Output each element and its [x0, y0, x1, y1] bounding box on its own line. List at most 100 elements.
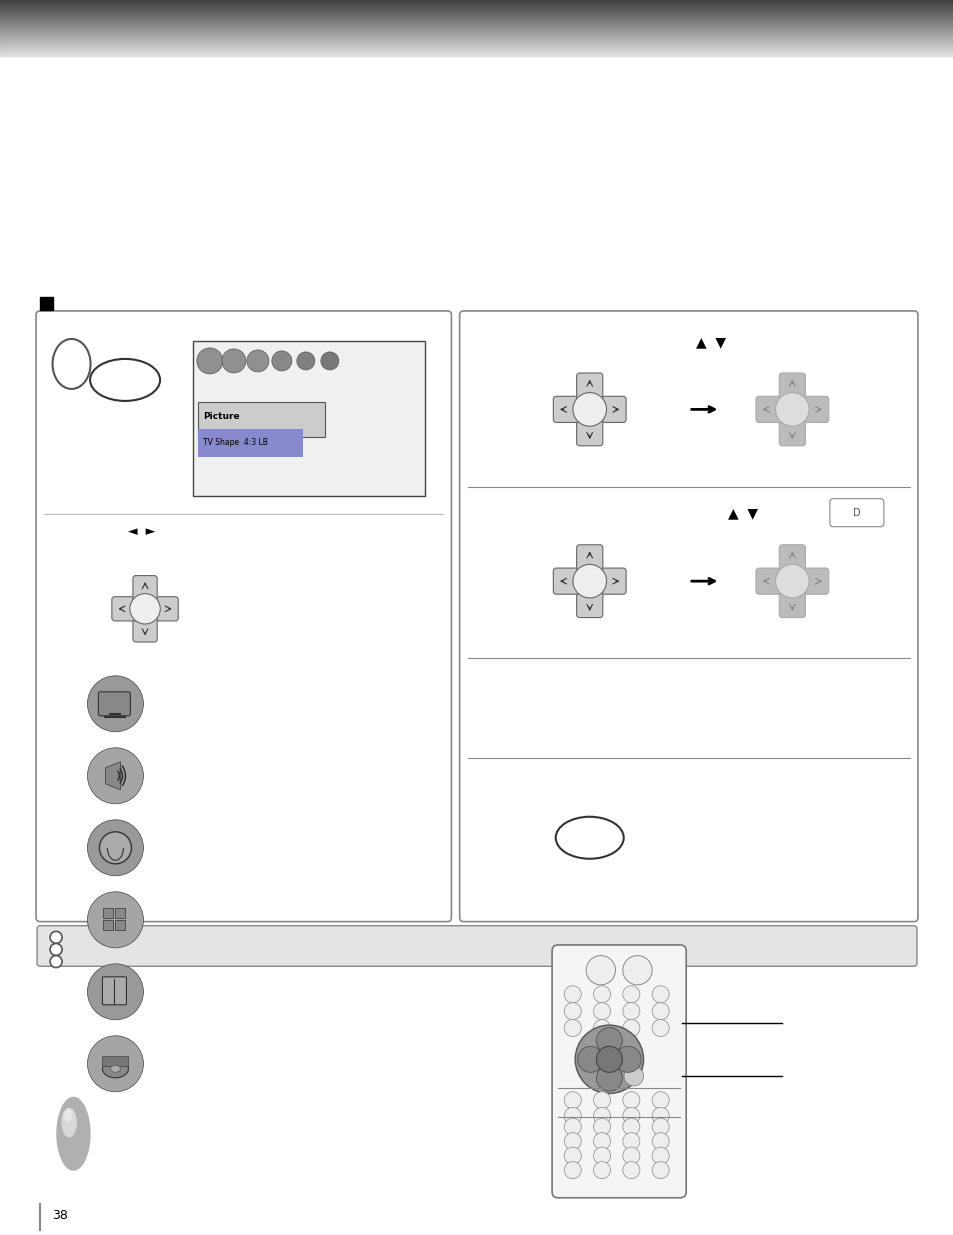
FancyBboxPatch shape [193, 341, 424, 495]
Circle shape [563, 986, 580, 1003]
Circle shape [50, 931, 62, 944]
Circle shape [88, 963, 143, 1020]
FancyBboxPatch shape [779, 588, 804, 618]
FancyBboxPatch shape [829, 499, 882, 526]
FancyBboxPatch shape [779, 416, 804, 446]
FancyBboxPatch shape [197, 403, 325, 437]
Text: ▲  ▼: ▲ ▼ [696, 335, 725, 350]
Circle shape [775, 393, 808, 426]
Circle shape [320, 352, 338, 370]
FancyBboxPatch shape [597, 568, 625, 594]
Circle shape [622, 1118, 639, 1135]
Circle shape [573, 564, 606, 598]
Circle shape [622, 1147, 639, 1165]
FancyBboxPatch shape [132, 615, 157, 642]
Circle shape [596, 1046, 621, 1072]
Circle shape [99, 832, 132, 863]
FancyBboxPatch shape [576, 373, 602, 403]
FancyBboxPatch shape [779, 373, 804, 403]
FancyBboxPatch shape [115, 908, 125, 918]
Circle shape [296, 352, 314, 370]
FancyBboxPatch shape [755, 396, 784, 422]
FancyBboxPatch shape [597, 396, 625, 422]
Circle shape [563, 1108, 580, 1124]
FancyBboxPatch shape [152, 597, 178, 621]
Circle shape [652, 1003, 668, 1020]
Circle shape [652, 1118, 668, 1135]
FancyBboxPatch shape [553, 568, 582, 594]
Circle shape [652, 1132, 668, 1150]
Circle shape [596, 1028, 621, 1053]
Circle shape [88, 892, 143, 947]
Circle shape [652, 1162, 668, 1178]
Text: ▲  ▼: ▲ ▼ [727, 506, 757, 521]
Circle shape [622, 1019, 639, 1036]
Circle shape [272, 351, 292, 370]
Circle shape [652, 986, 668, 1003]
Polygon shape [106, 762, 120, 790]
Circle shape [563, 1132, 580, 1150]
Circle shape [222, 350, 246, 373]
Ellipse shape [61, 1108, 77, 1137]
FancyBboxPatch shape [779, 545, 804, 574]
Circle shape [652, 1147, 668, 1165]
Circle shape [652, 1108, 668, 1124]
Ellipse shape [111, 1066, 120, 1072]
Text: TV Shape  4:3 LB: TV Shape 4:3 LB [203, 438, 268, 447]
Circle shape [88, 820, 143, 876]
Circle shape [596, 1065, 621, 1091]
Bar [40, 296, 53, 310]
Circle shape [585, 956, 615, 984]
Ellipse shape [64, 1109, 72, 1121]
Circle shape [575, 1025, 643, 1093]
Ellipse shape [556, 816, 623, 858]
Circle shape [196, 348, 223, 374]
FancyBboxPatch shape [115, 920, 125, 930]
Circle shape [563, 1147, 580, 1165]
Circle shape [573, 393, 606, 426]
Ellipse shape [90, 359, 160, 401]
Circle shape [577, 1046, 603, 1072]
FancyBboxPatch shape [799, 396, 828, 422]
FancyBboxPatch shape [112, 597, 138, 621]
FancyBboxPatch shape [799, 568, 828, 594]
Circle shape [563, 1019, 580, 1036]
Circle shape [623, 1066, 643, 1086]
Ellipse shape [102, 1060, 129, 1078]
Circle shape [652, 1019, 668, 1036]
Circle shape [652, 1092, 668, 1109]
Circle shape [593, 1147, 610, 1165]
FancyBboxPatch shape [102, 1056, 129, 1066]
FancyBboxPatch shape [553, 396, 582, 422]
FancyBboxPatch shape [102, 977, 127, 1005]
Circle shape [593, 1019, 610, 1036]
Circle shape [563, 1162, 580, 1178]
FancyBboxPatch shape [576, 545, 602, 574]
FancyBboxPatch shape [103, 920, 113, 930]
Circle shape [593, 1108, 610, 1124]
Circle shape [88, 1036, 143, 1092]
Circle shape [593, 1092, 610, 1109]
Circle shape [593, 1003, 610, 1020]
FancyBboxPatch shape [36, 311, 451, 921]
Circle shape [622, 1108, 639, 1124]
Circle shape [615, 1046, 640, 1072]
Circle shape [88, 748, 143, 804]
FancyBboxPatch shape [576, 588, 602, 618]
FancyBboxPatch shape [552, 945, 685, 1198]
Circle shape [563, 1092, 580, 1109]
FancyBboxPatch shape [459, 311, 917, 921]
Circle shape [247, 350, 269, 372]
Circle shape [622, 1003, 639, 1020]
FancyBboxPatch shape [103, 908, 113, 918]
Circle shape [622, 956, 652, 984]
Ellipse shape [56, 1097, 91, 1171]
Circle shape [622, 1092, 639, 1109]
Circle shape [563, 1003, 580, 1020]
Ellipse shape [52, 338, 91, 389]
Text: D: D [852, 508, 860, 517]
Text: Picture: Picture [203, 412, 239, 421]
FancyBboxPatch shape [755, 568, 784, 594]
FancyBboxPatch shape [132, 576, 157, 603]
Circle shape [50, 944, 62, 956]
